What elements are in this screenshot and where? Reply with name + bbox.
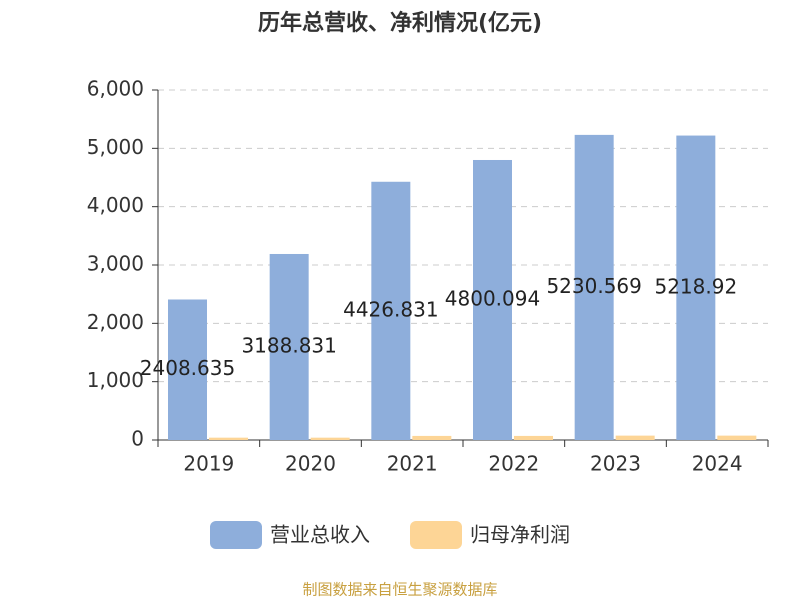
- value-label: 4426.831: [343, 297, 438, 321]
- y-tick-label: 2,000: [87, 310, 144, 334]
- value-label: 3188.831: [241, 333, 336, 357]
- bar: [473, 159, 512, 441]
- x-tick-label: 2020: [285, 452, 336, 476]
- bar: [412, 435, 452, 440]
- bar: [371, 181, 411, 440]
- legend-swatch: [410, 521, 462, 549]
- value-label: 2408.635: [140, 356, 235, 380]
- bar: [269, 253, 309, 440]
- bar: [310, 437, 350, 440]
- y-tick-label: 3,000: [87, 252, 144, 276]
- bar: [168, 299, 207, 440]
- bar: [615, 435, 655, 440]
- x-tick-label: 2019: [183, 452, 234, 476]
- x-tick-label: 2021: [387, 452, 438, 476]
- source-note: 制图数据来自恒生聚源数据库: [302, 581, 497, 599]
- y-tick-label: 0: [131, 427, 144, 451]
- y-tick-label: 4,000: [87, 193, 144, 217]
- bar: [717, 435, 757, 440]
- value-label: 4800.094: [445, 286, 540, 310]
- value-label: 5218.92: [654, 274, 737, 298]
- legend-label: 营业总收入: [270, 523, 370, 547]
- x-tick-label: 2022: [488, 452, 539, 476]
- y-tick-label: 1,000: [87, 368, 144, 392]
- chart-title: 历年总营收、净利情况(亿元): [258, 10, 542, 36]
- y-tick-label: 5,000: [87, 135, 144, 159]
- x-tick-label: 2023: [590, 452, 641, 476]
- x-tick-label: 2024: [692, 452, 743, 476]
- bar: [209, 437, 248, 440]
- legend-swatch: [210, 521, 262, 549]
- bar: [676, 135, 716, 441]
- y-tick-label: 6,000: [87, 77, 144, 101]
- legend-label: 归母净利润: [470, 523, 570, 547]
- value-label: 5230.569: [546, 274, 641, 298]
- bar: [574, 134, 614, 440]
- bar: [514, 435, 553, 440]
